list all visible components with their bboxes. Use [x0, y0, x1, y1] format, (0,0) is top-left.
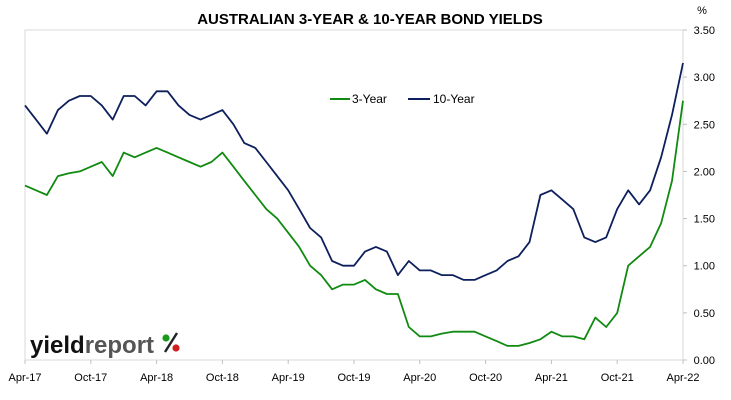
x-tick-label: Apr-21	[535, 372, 568, 384]
x-tick-label: Oct-19	[337, 372, 370, 384]
y-tick-label: 3.00	[694, 72, 715, 84]
x-tick-label: Oct-18	[206, 372, 239, 384]
svg-text:yieldreport: yieldreport	[30, 332, 154, 359]
x-tick-label: Apr-17	[8, 372, 41, 384]
legend-label-10-year: 10-Year	[433, 92, 475, 106]
x-tick-label: Apr-18	[140, 372, 173, 384]
logo-yield-text: yield	[30, 332, 85, 359]
legend: 3-Year 10-Year	[330, 92, 475, 106]
yieldreport-logo: yieldreport	[30, 332, 180, 359]
y-axis: 0.00 0.50 1.00 1.50 2.00 2.50 3.00 3.50	[683, 25, 715, 367]
y-tick-label: 0.50	[694, 308, 715, 320]
series-line-3-year	[24, 100, 684, 347]
y-tick-label: 0.00	[694, 355, 715, 367]
logo-report-text: report	[85, 332, 154, 359]
y-tick-label: 2.00	[694, 166, 715, 178]
x-tick-label: Oct-17	[74, 372, 107, 384]
x-tick-label: Apr-19	[272, 372, 305, 384]
y-tick-label: 1.50	[694, 214, 715, 226]
series-layer	[24, 62, 684, 347]
series-line-10-year	[24, 62, 684, 281]
x-tick-label: Oct-20	[469, 372, 502, 384]
y-tick-label: 1.00	[694, 261, 715, 273]
plot-area	[24, 29, 684, 361]
y-axis-unit: %	[697, 5, 707, 17]
x-axis: Apr-17 Oct-17 Apr-18 Oct-18 Apr-19 Oct-19 Apr-…	[8, 360, 700, 384]
chart-title: AUSTRALIAN 3-YEAR & 10-YEAR BOND YIELDS	[197, 11, 543, 28]
x-tick-label: Apr-22	[666, 372, 699, 384]
logo-percent-icon	[162, 332, 180, 353]
y-tick-label: 2.50	[694, 119, 715, 131]
x-tick-label: Oct-21	[601, 372, 634, 384]
y-tick-label: 3.50	[694, 25, 715, 37]
x-tick-label: Apr-20	[403, 372, 436, 384]
legend-label-3-year: 3-Year	[352, 92, 387, 106]
